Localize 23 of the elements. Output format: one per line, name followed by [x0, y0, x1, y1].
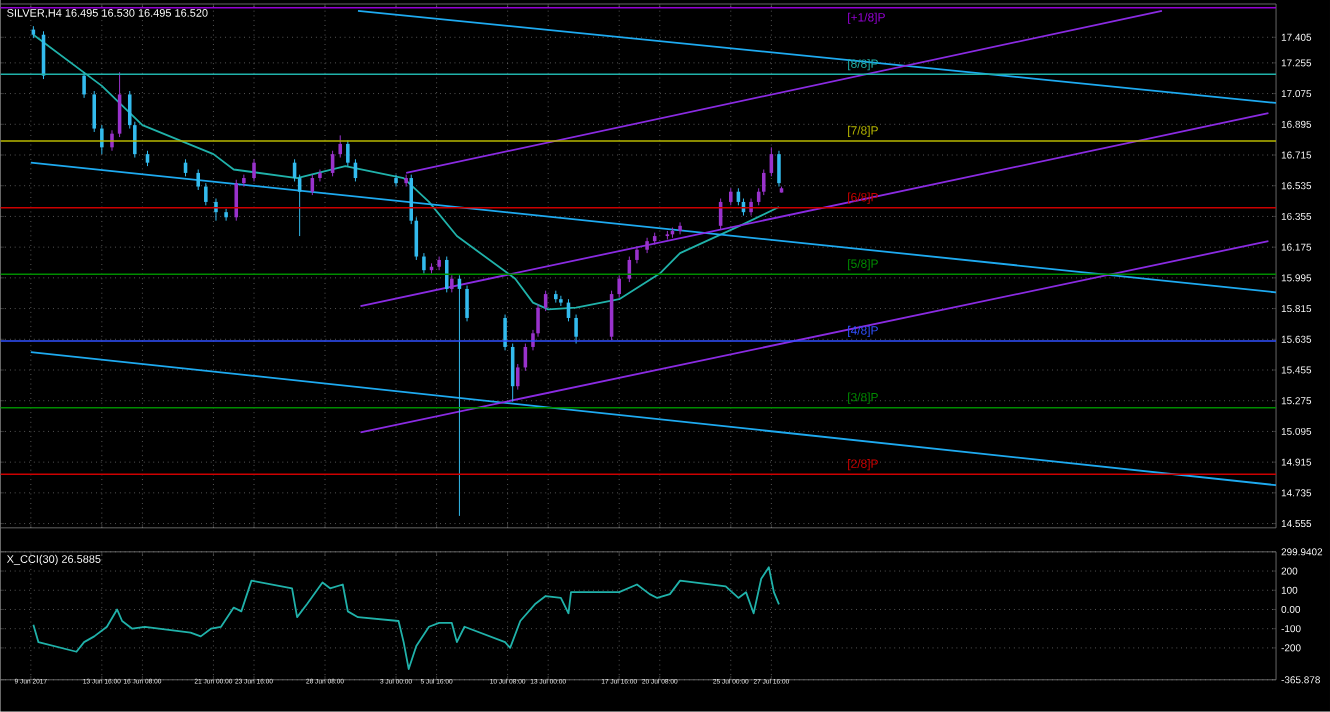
- candlestick: [465, 285, 469, 322]
- candlestick: [444, 256, 449, 293]
- candlestick: [574, 314, 578, 345]
- candlestick: [422, 252, 426, 275]
- line-series: [32, 566, 780, 671]
- candlestick: [204, 182, 208, 206]
- candlestick: [234, 179, 239, 222]
- candlestick: [196, 169, 200, 191]
- candlestick: [82, 71, 86, 99]
- candlestick: [224, 208, 228, 222]
- candlestick: [394, 174, 398, 188]
- candlestick: [214, 198, 218, 222]
- candlestick: [318, 169, 322, 183]
- candlestick: [346, 140, 350, 167]
- candlestick: [559, 295, 563, 307]
- candlestick: [338, 134, 343, 159]
- candlestick: [503, 314, 507, 351]
- candlestick: [515, 363, 520, 391]
- candlestick: [678, 221, 682, 235]
- candlestick: [252, 158, 256, 183]
- candlestick: [92, 90, 97, 133]
- candlestick: [617, 274, 621, 299]
- candlestick: [242, 174, 246, 188]
